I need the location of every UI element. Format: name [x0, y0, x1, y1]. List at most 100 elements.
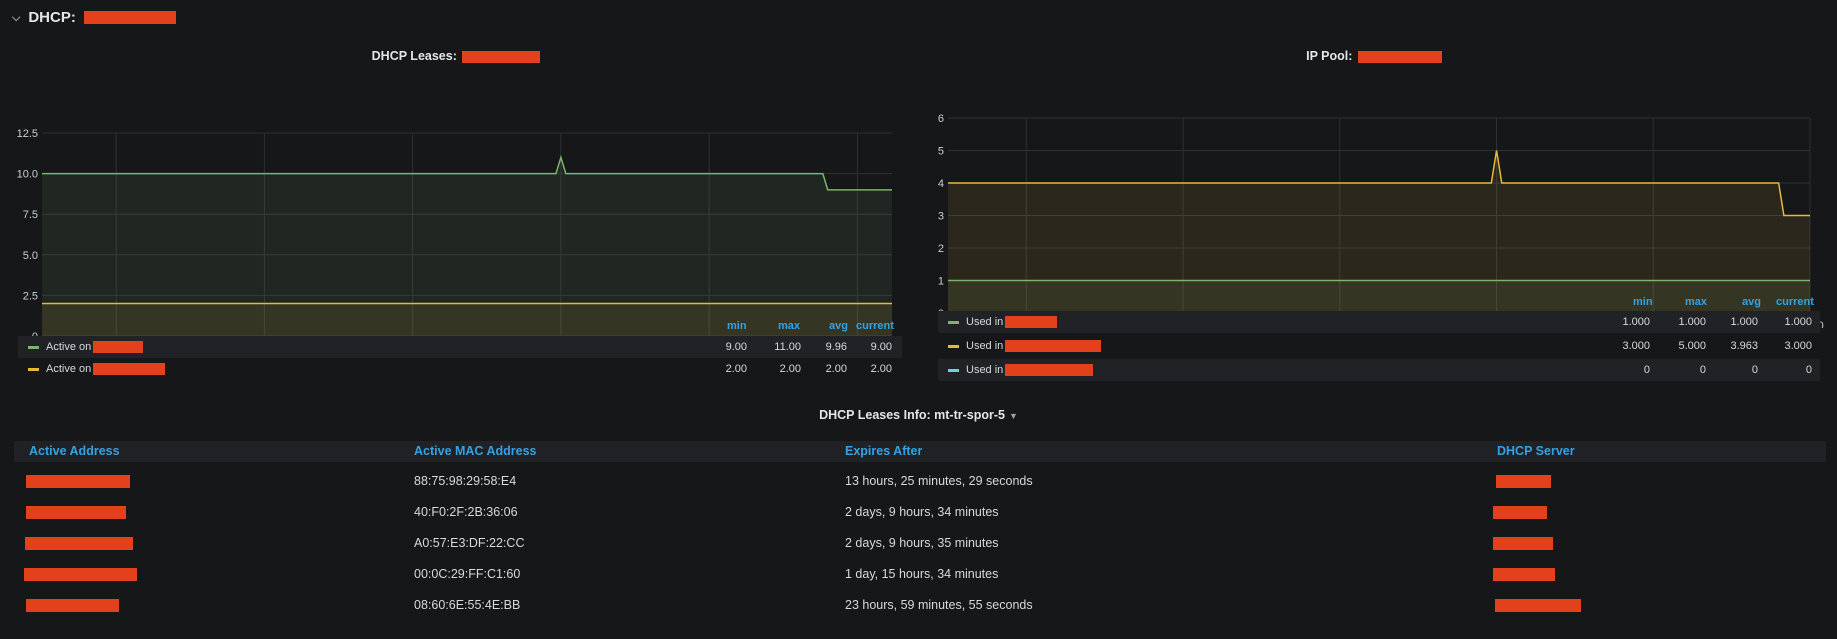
series-area: [948, 280, 1810, 313]
y-tick-label: 2: [938, 243, 944, 255]
legend-header-min[interactable]: min: [1633, 296, 1653, 308]
legend-row[interactable]: Active on 9.00 11.00 9.96 9.00: [18, 336, 902, 358]
legend-row[interactable]: Used in 1.000 1.000 1.000 1.000: [938, 311, 1820, 333]
table-title-text: DHCP Leases Info: mt-tr-spor-5: [819, 408, 1005, 422]
series-area: [948, 150, 1810, 313]
legend-row[interactable]: Used in 3.000 5.000 3.963 3.000: [938, 335, 1820, 357]
legend-min: 2.00: [725, 363, 747, 375]
y-tick-label: 6: [938, 113, 944, 125]
legend-avg: 9.96: [825, 341, 847, 353]
redacted-text: [1005, 340, 1102, 352]
y-tick-label: 3: [938, 211, 944, 223]
expires-cell: 13 hours, 25 minutes, 29 seconds: [845, 474, 1033, 488]
dhcp-leases-panel: DHCP Leases: 02.55.07.510.012.510:3011:0…: [0, 46, 912, 392]
legend-min: 0: [1643, 364, 1650, 376]
legend-row[interactable]: Active on 2.00 2.00 2.00 2.00: [18, 358, 902, 380]
redacted-text: [26, 506, 126, 520]
legend-series-name: Used in: [966, 364, 1004, 376]
legend-header-current[interactable]: current: [1776, 296, 1814, 308]
caret-down-icon[interactable]: ▼: [1009, 411, 1018, 421]
legend-avg: 1.000: [1730, 316, 1758, 328]
legend-avg: 0: [1751, 364, 1758, 376]
redacted-text: [24, 568, 137, 582]
y-tick-label: 10.0: [17, 169, 38, 181]
legend-header-avg[interactable]: avg: [829, 320, 848, 332]
dhcp-leases-info-title[interactable]: DHCP Leases Info: mt-tr-spor-5 ▼: [0, 408, 1837, 422]
redacted-text: [1493, 537, 1553, 551]
y-tick-label: 1: [938, 276, 944, 288]
redacted-text: [1493, 506, 1547, 520]
panel-title[interactable]: IP Pool:: [918, 46, 1830, 66]
y-tick-label: 4: [938, 178, 944, 190]
legend-max: 2.00: [779, 363, 801, 375]
series-area: [42, 157, 892, 336]
table-row: 88:75:98:29:58:E4 13 hours, 25 minutes, …: [14, 466, 1826, 497]
expires-cell: 2 days, 9 hours, 34 minutes: [845, 505, 999, 519]
redacted-text: [1005, 316, 1058, 328]
y-tick-label: 5: [938, 146, 944, 158]
legend-header-current[interactable]: current: [856, 320, 894, 332]
legend-current: 0: [1805, 364, 1812, 376]
series-color-swatch[interactable]: [28, 345, 39, 349]
table-row: A0:57:E3:DF:22:CC 2 days, 9 hours, 35 mi…: [14, 528, 1826, 559]
row-title: DHCP:: [28, 8, 76, 26]
legend-series-name: Active on: [46, 341, 92, 353]
ip-pool-panel: IP Pool: 012345610:3011:0011:3012:0012:3…: [918, 46, 1830, 392]
redacted-text: [462, 50, 541, 63]
redacted-text: [1495, 599, 1581, 613]
chevron-down-icon[interactable]: ⌵: [12, 11, 21, 24]
legend-max: 0: [1699, 364, 1706, 376]
redacted-text: [1496, 475, 1551, 489]
redacted-text: [1493, 568, 1555, 582]
series-line: [948, 150, 1810, 217]
legend-max: 5.000: [1678, 340, 1706, 352]
y-tick-label: 2.5: [23, 290, 38, 302]
mac-address-cell: 08:60:6E:55:4E:BB: [414, 598, 521, 612]
series-color-swatch[interactable]: [948, 344, 959, 348]
legend-series-name: Used in: [966, 316, 1004, 328]
redacted-text: [25, 537, 133, 551]
legend-current: 9.00: [870, 341, 892, 353]
legend-min: 9.00: [725, 341, 747, 353]
legend-current: 2.00: [870, 363, 892, 375]
mac-address-cell: A0:57:E3:DF:22:CC: [414, 536, 525, 550]
redacted-text: [93, 363, 166, 375]
y-tick-label: 12.5: [17, 128, 38, 140]
table-row: 00:0C:29:FF:C1:60 1 day, 15 hours, 34 mi…: [14, 559, 1826, 590]
series-area: [42, 303, 892, 336]
expires-cell: 23 hours, 59 minutes, 55 seconds: [845, 598, 1033, 612]
series-color-swatch[interactable]: [28, 367, 39, 371]
dhcp-leases-chart: 02.55.07.510.012.510:3011:0011:3012:0012…: [17, 128, 892, 348]
legend-max: 1.000: [1678, 316, 1706, 328]
redacted-text: [26, 599, 119, 613]
redacted-text: [26, 475, 130, 489]
y-tick-label: 5.0: [23, 250, 38, 262]
redacted-text: [1005, 364, 1094, 376]
series-color-swatch[interactable]: [948, 320, 959, 324]
redacted-text: [1357, 50, 1442, 63]
legend-min: 3.000: [1622, 340, 1650, 352]
legend-row[interactable]: Used in 0 0 0 0: [938, 359, 1820, 381]
legend-series-name: Used in: [966, 340, 1004, 352]
legend-max: 11.00: [774, 341, 801, 353]
column-header-expires-after[interactable]: Expires After: [845, 444, 923, 458]
series-color-swatch[interactable]: [948, 368, 959, 372]
panel-title[interactable]: DHCP Leases:: [0, 46, 912, 66]
legend-header-avg[interactable]: avg: [1742, 296, 1761, 308]
legend-header-min[interactable]: min: [727, 320, 747, 332]
table-row: 08:60:6E:55:4E:BB 23 hours, 59 minutes, …: [14, 590, 1826, 621]
redacted-text: [83, 10, 176, 24]
legend-current: 1.000: [1784, 316, 1812, 328]
expires-cell: 1 day, 15 hours, 34 minutes: [845, 567, 999, 581]
legend-current: 3.000: [1784, 340, 1812, 352]
legend-header-max[interactable]: max: [1684, 296, 1707, 308]
series-line: [42, 154, 892, 191]
row-header[interactable]: ⌵ DHCP:: [12, 6, 176, 28]
column-header-active-address[interactable]: Active Address: [29, 444, 120, 458]
legend-header-max[interactable]: max: [777, 320, 800, 332]
mac-address-cell: 88:75:98:29:58:E4: [414, 474, 517, 488]
column-header-dhcp-server[interactable]: DHCP Server: [1497, 444, 1575, 458]
column-header-mac-address[interactable]: Active MAC Address: [414, 444, 537, 458]
y-tick-label: 7.5: [23, 209, 38, 221]
